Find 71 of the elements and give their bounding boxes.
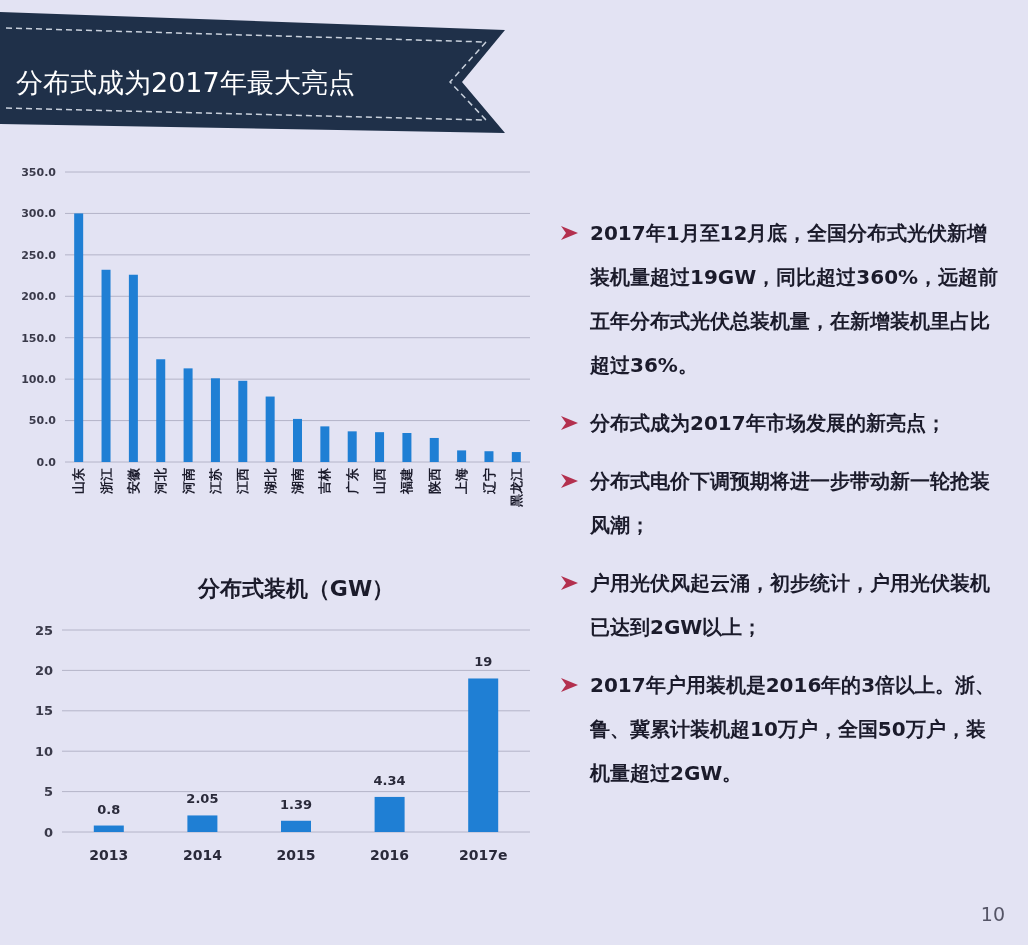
x-tick-label: 广东	[344, 468, 360, 495]
x-tick-label: 河南	[180, 468, 196, 495]
y-tick-label: 0.0	[36, 455, 57, 469]
y-tick-label: 50.0	[28, 414, 57, 428]
y-tick-label: 300.0	[21, 207, 57, 221]
y-tick-label: 200.0	[21, 290, 57, 304]
bar	[93, 825, 124, 832]
bar	[210, 378, 220, 462]
bar	[374, 796, 405, 832]
bar	[281, 820, 311, 832]
x-tick-label: 吉林	[317, 467, 333, 495]
bar	[375, 432, 385, 462]
bar	[293, 418, 302, 462]
x-tick-label: 江苏	[207, 468, 223, 495]
bar	[468, 678, 499, 832]
text: 2017年户用装机是2016年的3倍以上。浙、鲁、冀累计装机超10万户，全国50万户，装机量超过2GW。	[589, 673, 996, 785]
x-tick-label: 2014	[182, 847, 223, 863]
x-tick-label: 陕西	[426, 468, 442, 494]
y-tick-label: 20	[34, 662, 53, 678]
y-tick-label: 150.0	[21, 331, 57, 345]
text: 10	[980, 903, 1005, 925]
bar	[402, 433, 412, 462]
bar	[484, 451, 494, 462]
x-tick-label: 河北	[153, 467, 169, 495]
bar	[187, 815, 218, 832]
x-tick-label: 湖北	[262, 467, 278, 495]
y-tick-label: 15	[34, 703, 53, 719]
chart-title: 分布式成为2017年最大亮点	[16, 67, 355, 98]
y-tick-label: 0	[43, 824, 53, 840]
x-tick-label: 江西	[235, 468, 251, 495]
x-tick-label: 2017e	[458, 847, 508, 863]
x-tick-label: 上海	[454, 468, 470, 495]
x-tick-label: 山东	[71, 468, 87, 494]
y-tick-label: 100.0	[21, 372, 57, 386]
data-label: 2.05	[186, 791, 219, 807]
bar	[429, 437, 439, 462]
text: 户用光伏风起云涌，初步统计，户用光伏装机已达到2GW以上；	[589, 571, 990, 639]
y-tick-label: 25	[34, 622, 53, 638]
bar	[511, 452, 521, 462]
x-tick-label: 辽宁	[481, 468, 497, 495]
data-label: 0.8	[97, 801, 121, 817]
x-tick-label: 2015	[276, 847, 316, 863]
bar	[128, 274, 138, 462]
x-tick-label: 安徽	[125, 467, 141, 494]
text: 2017年1月至12月底，全国分布式光伏新增装机量超过19GW，同比超过360%，远超前五年分布式光伏总装机量，在新增装机里占比超过36%。	[589, 221, 999, 377]
bar	[347, 431, 357, 462]
chart-title: 分布式装机（GW）	[196, 576, 395, 601]
data-label: 1.39	[279, 796, 313, 812]
y-tick-label: 250.0	[21, 248, 57, 262]
x-tick-label: 2013	[89, 847, 129, 863]
bar	[320, 426, 330, 462]
x-tick-label: 湖南	[290, 468, 306, 495]
x-tick-label: 浙江	[98, 468, 114, 495]
data-label: 19	[474, 654, 493, 670]
x-tick-label: 福建	[399, 468, 415, 495]
text: 分布式成为2017年市场发展的新亮点；	[589, 411, 946, 435]
bar	[183, 368, 193, 462]
y-tick-label: 10	[34, 743, 53, 759]
text: 分布式电价下调预期将进一步带动新一轮抢装风潮；	[589, 469, 990, 537]
bar	[74, 213, 84, 462]
bar	[101, 269, 111, 462]
bar	[457, 450, 467, 462]
data-label: 4.34	[373, 772, 406, 788]
bar	[265, 396, 275, 462]
x-tick-label: 山西	[372, 468, 388, 494]
y-tick-label: 350.0	[21, 165, 57, 179]
x-tick-label: 黑龙江	[508, 468, 524, 508]
x-tick-label: 2016	[370, 847, 410, 863]
y-tick-label: 5	[43, 784, 53, 800]
bar	[156, 359, 166, 462]
bar	[238, 380, 248, 462]
